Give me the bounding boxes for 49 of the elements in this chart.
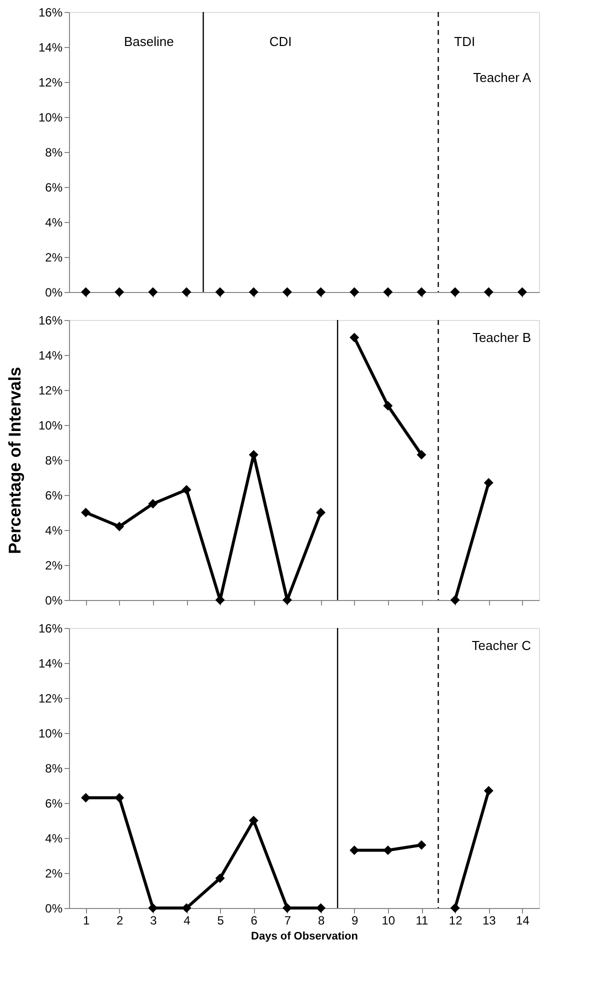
y-tick-label: 2%: [45, 558, 63, 572]
y-tick-label: 16%: [38, 622, 63, 636]
y-tick-label: 0%: [45, 286, 63, 300]
y-axis-title: Percentage of Intervals: [5, 366, 24, 554]
x-tick-label: 10: [382, 914, 396, 928]
x-tick-label: 8: [318, 914, 325, 928]
y-tick-label: 14%: [38, 40, 63, 54]
y-tick-label: 8%: [45, 146, 63, 160]
y-tick-label: 14%: [38, 656, 63, 670]
annotation: Baseline: [124, 34, 174, 49]
y-tick-label: 10%: [38, 110, 63, 124]
annotation: CDI: [269, 34, 292, 49]
x-tick-label: 2: [116, 914, 124, 928]
y-tick-label: 10%: [38, 418, 63, 432]
x-tick-label: 13: [482, 914, 496, 928]
y-tick-label: 12%: [38, 692, 63, 706]
x-tick-label: 5: [217, 914, 224, 928]
y-tick-label: 14%: [38, 348, 63, 362]
x-tick-label: 11: [416, 914, 429, 928]
y-tick-label: 16%: [38, 6, 63, 20]
y-tick-label: 16%: [38, 314, 63, 328]
y-tick-label: 12%: [38, 384, 63, 398]
y-tick-label: 4%: [45, 524, 63, 538]
annotation: Teacher C: [472, 638, 531, 653]
annotation: Teacher B: [472, 330, 531, 345]
x-tick-label: 14: [516, 914, 530, 928]
y-tick-label: 6%: [45, 488, 63, 502]
x-tick-label: 3: [150, 914, 158, 928]
y-tick-label: 4%: [45, 832, 63, 846]
annotation: Teacher A: [473, 70, 532, 85]
y-tick-label: 2%: [45, 250, 63, 264]
x-tick-label: 1: [82, 914, 90, 928]
x-tick-label: 7: [284, 914, 292, 928]
y-tick-label: 8%: [45, 454, 63, 468]
y-tick-label: 0%: [45, 902, 63, 916]
y-tick-label: 4%: [45, 216, 63, 230]
x-tick-label: 9: [352, 914, 359, 928]
x-axis-title: Days of Observation: [251, 930, 358, 942]
y-tick-label: 6%: [45, 796, 63, 810]
y-tick-label: 2%: [45, 866, 63, 880]
y-tick-label: 12%: [38, 76, 63, 90]
x-tick-label: 12: [448, 914, 463, 928]
y-tick-label: 0%: [45, 594, 63, 608]
x-tick-label: 4: [184, 914, 191, 928]
y-tick-label: 8%: [45, 762, 63, 776]
x-tick-label: 6: [250, 914, 258, 928]
y-tick-label: 10%: [38, 726, 63, 740]
annotation: TDI: [454, 34, 476, 49]
y-tick-label: 6%: [45, 180, 63, 194]
